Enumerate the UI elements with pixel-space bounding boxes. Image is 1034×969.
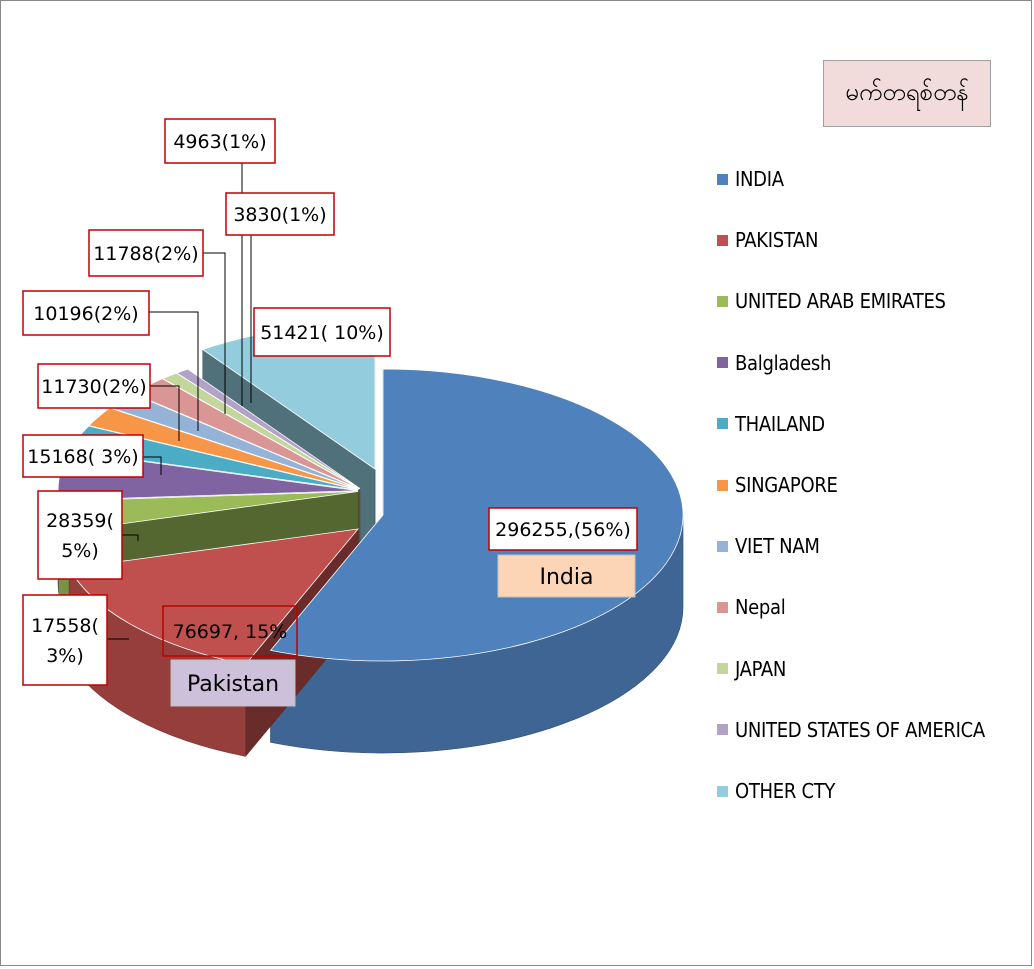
legend-label: Nepal — [735, 595, 786, 620]
legend-label: Balgladesh — [735, 350, 832, 375]
data-label-viet-nam: 10196(2%) — [22, 290, 199, 431]
legend-swatch — [717, 785, 728, 797]
legend-item-united-arab-emirates: UNITED ARAB EMIRATES — [717, 285, 946, 317]
svg-text:11788(2%): 11788(2%) — [93, 243, 198, 265]
legend-swatch — [717, 418, 728, 430]
legend-item-india: INDIA — [717, 163, 784, 195]
svg-text:3830(1%): 3830(1%) — [233, 204, 326, 226]
svg-text:51421( 10%): 51421( 10%) — [260, 322, 384, 344]
category-tag-bg — [170, 659, 296, 707]
data-label-japan: 4963(1%) — [164, 118, 276, 406]
legend-label: UNITED STATES OF AMERICA — [735, 717, 985, 742]
legend-label: JAPAN — [735, 656, 787, 681]
legend-swatch — [717, 724, 728, 736]
category-tag: Pakistan — [187, 672, 279, 697]
data-label-singapore: 11730(2%) — [37, 363, 180, 441]
legend-item-nepal: Nepal — [717, 591, 786, 623]
legend-swatch — [717, 173, 728, 185]
legend-label: OTHER CTY — [735, 779, 836, 803]
svg-text:10196(2%): 10196(2%) — [33, 303, 138, 325]
data-label-balgladesh: 28359( 5%) — [37, 490, 139, 580]
legend-item-japan: JAPAN — [717, 653, 786, 685]
data-label-other-cty: 51421( 10%) — [253, 307, 391, 357]
legend-item-united-states-of-america: UNITED STATES OF AMERICA — [717, 714, 985, 746]
legend-swatch — [717, 663, 728, 675]
legend-item-thailand: THAILAND — [717, 408, 825, 440]
legend-item-balgladesh: Balgladesh — [717, 347, 831, 379]
legend-label: UNITED ARAB EMIRATES — [735, 289, 946, 314]
svg-text:3%): 3%) — [46, 645, 84, 667]
data-label-united-states-of-america: 3830(1%) — [225, 192, 335, 403]
svg-text:76697, 15%: 76697, 15% — [173, 621, 288, 643]
legend-swatch — [717, 234, 728, 246]
legend-item-viet-nam: VIET NAM — [717, 530, 820, 562]
legend-label: THAILAND — [735, 411, 825, 436]
svg-text:296255,(56%): 296255,(56%) — [495, 519, 631, 541]
legend-swatch — [717, 357, 728, 369]
category-tag: India — [540, 565, 594, 590]
svg-text:15168( 3%): 15168( 3%) — [27, 446, 138, 468]
data-label-united-arab-emirates: 17558( 3%) — [22, 594, 129, 686]
legend-label: PAKISTAN — [735, 228, 819, 253]
category-tag-bg — [497, 554, 636, 598]
legend-item-pakistan: PAKISTAN — [717, 224, 819, 256]
data-label-nepal: 11788(2%) — [88, 229, 226, 414]
data-label-india: 296255,(56%) India — [488, 507, 638, 598]
data-label-thailand: 15168( 3%) — [22, 434, 162, 478]
svg-text:5%): 5%) — [61, 540, 99, 562]
legend-item-other-cty: OTHER CTY — [717, 775, 835, 807]
legend-swatch — [717, 540, 728, 552]
legend-label: SINGAPORE — [735, 473, 838, 497]
legend-swatch — [717, 295, 728, 307]
slice-united-states-of-america — [175, 368, 361, 489]
legend-label: VIET NAM — [735, 534, 820, 559]
data-label-pakistan: 76697, 15% Pakistan — [162, 605, 298, 707]
legend-item-singapore: SINGAPORE — [717, 469, 838, 501]
slice-pakistan — [68, 528, 359, 665]
svg-text:4963(1%): 4963(1%) — [173, 131, 266, 153]
svg-text:11730(2%): 11730(2%) — [41, 376, 146, 398]
svg-text:28359(: 28359( — [46, 510, 114, 532]
legend-swatch — [717, 479, 728, 491]
legend-label: INDIA — [735, 167, 784, 191]
legend-swatch — [717, 601, 728, 613]
chart-title: မက်တရစ်တန် — [823, 60, 991, 127]
svg-text:17558(: 17558( — [31, 615, 99, 637]
